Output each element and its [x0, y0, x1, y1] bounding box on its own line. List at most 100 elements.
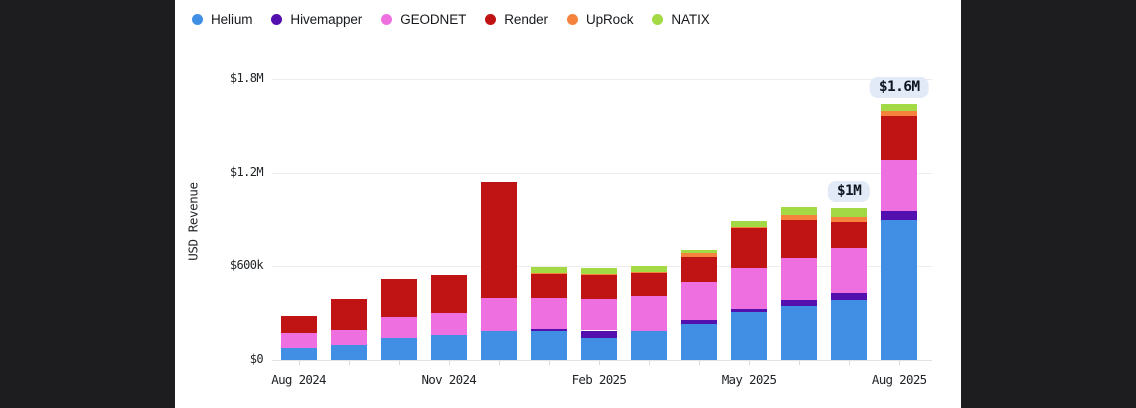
bar-apr-2025-hivemapper[interactable] — [681, 320, 717, 325]
bar-sep-2024-render[interactable] — [330, 299, 367, 331]
gridline--1-8m — [272, 79, 932, 80]
bar-jul-2025-uprock[interactable] — [831, 216, 868, 222]
annotation--1m: $1M — [827, 181, 871, 203]
bar-jul-2025-hivemapper[interactable] — [831, 292, 868, 301]
bar-feb-2025-helium[interactable] — [580, 337, 617, 360]
bar-apr-2025-natix[interactable] — [681, 250, 717, 254]
legend-label: NATIX — [671, 12, 710, 27]
bar-may-2025-uprock[interactable] — [731, 226, 767, 229]
x-tick-label-aug-2025: Aug 2025 — [871, 372, 927, 387]
x-axis-tick — [648, 361, 650, 365]
bar-jan-2025-natix[interactable] — [530, 267, 567, 274]
x-axis-tick — [298, 361, 300, 365]
legend-item-geodnet[interactable]: GEODNET — [381, 12, 466, 27]
bar-sep-2024-helium[interactable] — [330, 345, 367, 360]
bar-jul-2025-geodnet[interactable] — [831, 248, 868, 293]
bar-aug-2025-natix[interactable] — [881, 104, 918, 112]
bar-jul-2025-render[interactable] — [831, 221, 868, 249]
x-axis-tick — [398, 361, 400, 365]
x-axis-tick — [348, 361, 350, 365]
geodnet-dot-icon — [381, 14, 393, 25]
y-tick-label: $1.2M — [229, 164, 264, 179]
bar-jun-2025-helium[interactable] — [781, 305, 818, 360]
y-axis-title: USD Revenue — [185, 182, 201, 261]
bar-jun-2025-natix[interactable] — [781, 206, 818, 216]
gridline--600k — [272, 266, 932, 268]
bar-apr-2025-uprock[interactable] — [681, 253, 717, 257]
bar-sep-2024-geodnet[interactable] — [330, 330, 367, 345]
legend-item-helium[interactable]: Helium — [192, 12, 253, 27]
bar-jan-2025-helium[interactable] — [530, 330, 567, 360]
x-tick-label-aug-2024: Aug 2024 — [271, 372, 326, 387]
bar-jan-2025-geodnet[interactable] — [530, 298, 567, 329]
y-tick-label: $0 — [249, 352, 264, 366]
bar-jul-2025-natix[interactable] — [831, 208, 868, 217]
legend-label: UpRock — [585, 12, 634, 27]
gridline--0 — [272, 360, 932, 361]
bar-feb-2025-render[interactable] — [580, 274, 617, 300]
bar-mar-2025-geodnet[interactable] — [630, 296, 667, 332]
natix-dot-icon — [652, 14, 664, 25]
bar-aug-2024-helium[interactable] — [280, 348, 317, 360]
bar-aug-2025-hivemapper[interactable] — [881, 210, 918, 220]
x-axis-tick — [849, 361, 851, 365]
bar-may-2025-natix[interactable] — [731, 220, 767, 227]
bar-may-2025-geodnet[interactable] — [731, 268, 767, 310]
legend-item-hivemapper[interactable]: Hivemapper — [271, 12, 362, 27]
bar-apr-2025-helium[interactable] — [681, 324, 717, 360]
x-axis-tick — [548, 361, 550, 365]
bar-oct-2024-geodnet[interactable] — [380, 317, 417, 339]
x-axis-tick — [899, 361, 901, 365]
bar-aug-2024-geodnet[interactable] — [280, 333, 317, 349]
bar-mar-2025-natix[interactable] — [630, 266, 667, 273]
bar-feb-2025-uprock[interactable] — [580, 273, 617, 275]
bar-mar-2025-uprock[interactable] — [630, 272, 667, 273]
bar-jan-2025-hivemapper[interactable] — [530, 328, 567, 331]
bar-aug-2025-geodnet[interactable] — [881, 159, 918, 211]
bar-nov-2024-helium[interactable] — [430, 335, 467, 360]
bar-jan-2025-uprock[interactable] — [530, 273, 567, 275]
bar-dec-2024-geodnet[interactable] — [480, 297, 517, 331]
bar-feb-2025-hivemapper[interactable] — [580, 330, 617, 338]
bar-aug-2025-render[interactable] — [881, 115, 918, 160]
helium-dot-icon — [192, 14, 203, 25]
bar-aug-2025-uprock[interactable] — [881, 111, 918, 116]
bar-oct-2024-render[interactable] — [380, 279, 417, 318]
bar-nov-2024-geodnet[interactable] — [430, 312, 467, 335]
bar-dec-2024-helium[interactable] — [480, 330, 517, 360]
bar-may-2025-hivemapper[interactable] — [731, 309, 767, 312]
bar-jun-2025-hivemapper[interactable] — [781, 300, 818, 306]
legend-item-natix[interactable]: NATIX — [652, 12, 710, 27]
bar-oct-2024-helium[interactable] — [380, 338, 417, 360]
legend-label: GEODNET — [400, 12, 467, 27]
legend-label: Helium — [211, 12, 253, 27]
bar-jul-2025-helium[interactable] — [831, 300, 868, 360]
bar-mar-2025-helium[interactable] — [630, 331, 667, 360]
bar-may-2025-render[interactable] — [731, 228, 767, 269]
bar-jan-2025-render[interactable] — [530, 274, 567, 299]
x-axis-tick — [699, 361, 700, 365]
bar-aug-2025-helium[interactable] — [881, 219, 918, 360]
bar-feb-2025-geodnet[interactable] — [580, 299, 617, 331]
bar-apr-2025-geodnet[interactable] — [681, 281, 717, 321]
bar-feb-2025-natix[interactable] — [580, 267, 617, 274]
bar-aug-2024-render[interactable] — [280, 315, 317, 334]
bar-nov-2024-render[interactable] — [430, 275, 467, 313]
bar-apr-2025-render[interactable] — [681, 256, 717, 282]
bar-may-2025-helium[interactable] — [731, 311, 767, 360]
gridline--1-2m — [272, 172, 932, 174]
x-axis-tick — [598, 361, 600, 365]
annotation--1-6m: $1.6M — [869, 77, 929, 99]
legend-item-render[interactable]: Render — [485, 12, 548, 27]
bar-mar-2025-render[interactable] — [630, 272, 667, 297]
bar-jun-2025-render[interactable] — [781, 220, 818, 259]
x-tick-label-nov-2024: Nov 2024 — [421, 372, 477, 387]
y-tick-label: $600k — [229, 258, 264, 273]
render-dot-icon — [485, 14, 497, 25]
bar-dec-2024-render[interactable] — [480, 182, 517, 298]
bar-jun-2025-uprock[interactable] — [781, 215, 818, 221]
legend-item-uprock[interactable]: UpRock — [566, 12, 634, 27]
bar-jun-2025-geodnet[interactable] — [781, 258, 818, 301]
chart-legend: Helium Hivemapper GEODNET Render UpRock NATIX — [192, 12, 710, 27]
